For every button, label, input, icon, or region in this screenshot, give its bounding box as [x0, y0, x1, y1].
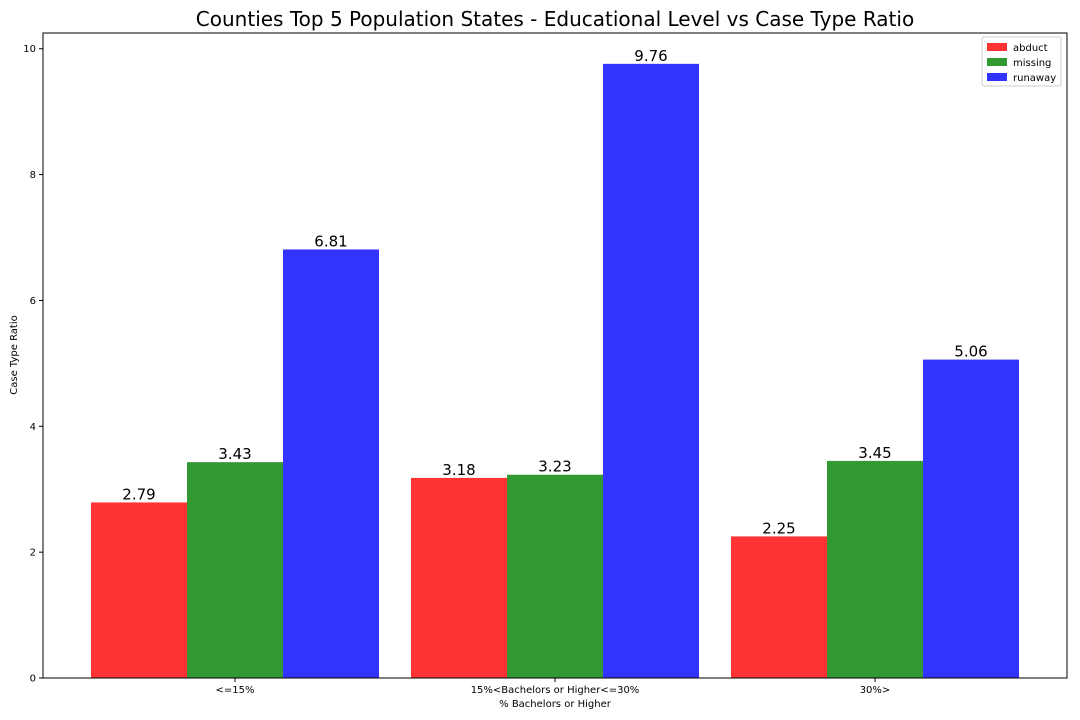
y-axis: 0 2 4 6 8 10	[23, 44, 43, 685]
data-label-runaway-1: 9.76	[634, 47, 667, 65]
bars-layer	[91, 63, 1019, 678]
y-tick-label: 6	[30, 296, 36, 307]
data-label-missing-0: 3.43	[218, 445, 251, 463]
bar-abduct-0	[91, 502, 187, 678]
y-tick-label: 4	[30, 422, 36, 433]
legend-swatch-runaway	[987, 73, 1007, 81]
y-tick-label: 0	[30, 674, 36, 685]
y-tick-label: 8	[30, 170, 36, 181]
x-tick-label: <=15%	[216, 685, 255, 696]
bar-abduct-1	[411, 477, 507, 678]
data-label-missing-1: 3.23	[538, 458, 571, 476]
legend: abduct missing runaway	[981, 36, 1062, 87]
legend-swatch-missing	[987, 58, 1007, 66]
data-label-missing-2: 3.45	[858, 444, 891, 462]
x-tick-label: 15%<Bachelors or Higher<=30%	[471, 685, 640, 696]
data-label-runaway-2: 5.06	[954, 343, 987, 361]
bar-runaway-0	[283, 249, 379, 678]
y-tick-label: 10	[23, 44, 36, 55]
legend-swatch-abduct	[987, 43, 1007, 51]
data-labels-layer: 2.79 3.43 6.81 3.18 3.23 9.76 2.25 3.45 5.06	[122, 47, 987, 538]
x-axis: <=15% 15%<Bachelors or Higher<=30% 30%>	[216, 678, 891, 696]
y-axis-label: Case Type Ratio	[9, 315, 20, 394]
bar-runaway-2	[923, 359, 1019, 678]
legend-label-abduct: abduct	[1013, 43, 1048, 54]
y-tick-label: 2	[30, 548, 36, 559]
chart-title: Counties Top 5 Population States - Educa…	[196, 7, 914, 31]
bar-runaway-1	[603, 63, 699, 678]
bar-missing-2	[827, 460, 923, 678]
bar-missing-0	[187, 462, 283, 678]
legend-label-runaway: runaway	[1013, 73, 1056, 84]
bar-abduct-2	[731, 536, 827, 678]
data-label-abduct-0: 2.79	[122, 485, 155, 503]
data-label-abduct-1: 3.18	[442, 461, 475, 479]
legend-label-missing: missing	[1013, 58, 1051, 69]
data-label-runaway-0: 6.81	[314, 232, 347, 250]
data-label-abduct-2: 2.25	[762, 519, 795, 537]
x-tick-label: 30%>	[860, 685, 891, 696]
bar-missing-1	[507, 474, 603, 678]
x-axis-label: % Bachelors or Higher	[499, 699, 612, 710]
